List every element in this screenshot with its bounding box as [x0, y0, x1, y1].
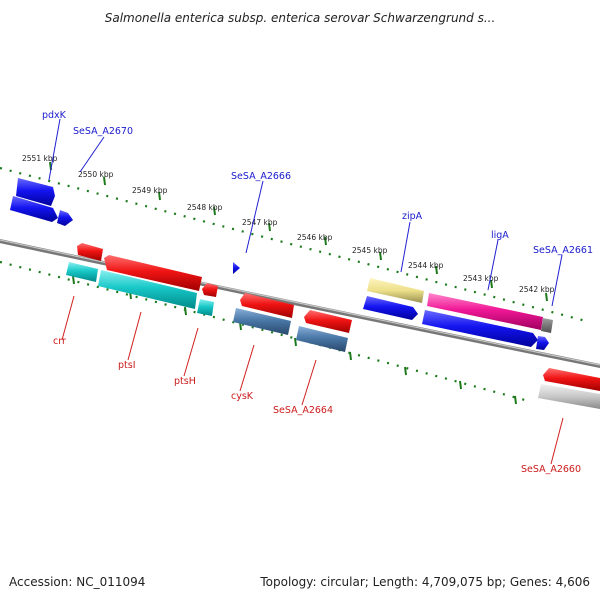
- scale-tick: [294, 337, 297, 347]
- gene-feature[interactable]: [57, 210, 73, 226]
- scale-tick: [103, 176, 106, 186]
- gene-label[interactable]: SeSA_A2660: [521, 464, 581, 475]
- gene-labels-minus: crr ptsI ptsH cysK SeSA_A2664 SeSA_A2660: [53, 336, 581, 475]
- gene-feature[interactable]: [240, 293, 294, 318]
- gene-label[interactable]: zipA: [402, 211, 423, 222]
- scale-tick: [158, 191, 161, 201]
- gene-label[interactable]: pdxK: [42, 110, 67, 121]
- scale-tick: [349, 351, 352, 361]
- scale-tick: [514, 395, 517, 405]
- scale-tick: [213, 206, 216, 216]
- gene-feature[interactable]: [363, 296, 418, 320]
- scale-label: 2549 kbp: [132, 186, 168, 195]
- scale-tick: [379, 251, 382, 261]
- scale-label: 2542 kbp: [519, 285, 555, 294]
- callout-lines-plus: [48, 118, 563, 307]
- gene-feature[interactable]: [66, 262, 98, 282]
- gene-feature[interactable]: [536, 336, 549, 350]
- gene-feature[interactable]: [77, 243, 103, 261]
- gene-feature[interactable]: [538, 384, 600, 409]
- scale-tick: [459, 380, 462, 390]
- scale-tick: [490, 279, 493, 289]
- map-title: Salmonella enterica subsp. enterica sero…: [104, 11, 496, 25]
- gene-label[interactable]: ptsH: [174, 376, 196, 387]
- topology-stats-text: Topology: circular; Length: 4,709,075 bp…: [260, 575, 590, 589]
- minus-strand-genes: [66, 243, 600, 409]
- gene-feature[interactable]: [104, 255, 202, 291]
- backbone-line: [0, 239, 600, 369]
- gene-feature[interactable]: [427, 293, 543, 330]
- backbone-highlight: [0, 239, 600, 366]
- gene-label[interactable]: cysK: [231, 391, 254, 402]
- gene-feature[interactable]: [304, 310, 352, 333]
- scale-label: 2547 kbp: [242, 218, 278, 227]
- gene-feature[interactable]: [98, 270, 197, 309]
- scale-tick: [324, 236, 327, 246]
- gene-label[interactable]: crr: [53, 336, 66, 347]
- gene-feature[interactable]: [202, 283, 218, 297]
- gene-feature[interactable]: [543, 368, 600, 391]
- gene-label[interactable]: ptsI: [118, 360, 136, 371]
- gene-label[interactable]: ligA: [491, 230, 509, 241]
- gene-label[interactable]: SeSA_A2664: [273, 405, 333, 416]
- scale-label: 2548 kbp: [187, 203, 223, 212]
- scale-label: 2551 kbp: [22, 154, 58, 163]
- gene-feature[interactable]: [422, 310, 538, 347]
- gene-feature[interactable]: [367, 278, 424, 303]
- inner-ring: [0, 260, 526, 402]
- gene-label[interactable]: SeSA_A2670: [73, 126, 133, 137]
- gene-feature[interactable]: [16, 178, 55, 206]
- scale-tick: [268, 222, 271, 232]
- scale-labels: 2551 kbp 2550 kbp 2549 kbp 2548 kbp 2547 kbp…: [22, 154, 555, 294]
- scale-tick: [435, 265, 438, 275]
- gene-feature[interactable]: [233, 308, 291, 335]
- scale-label: 2545 kbp: [352, 246, 388, 255]
- gene-feature[interactable]: [233, 262, 240, 274]
- gene-feature[interactable]: [10, 196, 58, 222]
- gene-feature[interactable]: [197, 299, 214, 316]
- scale-label: 2544 kbp: [408, 261, 444, 270]
- scale-label: 2546 kbp: [297, 233, 333, 242]
- gene-label[interactable]: SeSA_A2666: [231, 171, 291, 182]
- scale-tick: [545, 292, 548, 302]
- plus-strand-genes: [10, 178, 553, 350]
- scale-ticks: [49, 161, 548, 405]
- scale-label: 2550 kbp: [78, 170, 114, 179]
- scale-label: 2543 kbp: [463, 274, 499, 283]
- gene-feature[interactable]: [541, 318, 553, 333]
- scale-tick: [404, 366, 407, 376]
- gene-label[interactable]: SeSA_A2661: [533, 245, 593, 256]
- callout-lines-minus: [61, 295, 564, 465]
- scale-tick: [184, 306, 187, 316]
- gene-labels-plus: pdxK SeSA_A2670 SeSA_A2666 zipA ligA SeS…: [42, 110, 593, 256]
- gene-feature[interactable]: [296, 326, 348, 352]
- scale-tick: [72, 275, 75, 285]
- accession-text: Accession: NC_011094: [9, 575, 146, 589]
